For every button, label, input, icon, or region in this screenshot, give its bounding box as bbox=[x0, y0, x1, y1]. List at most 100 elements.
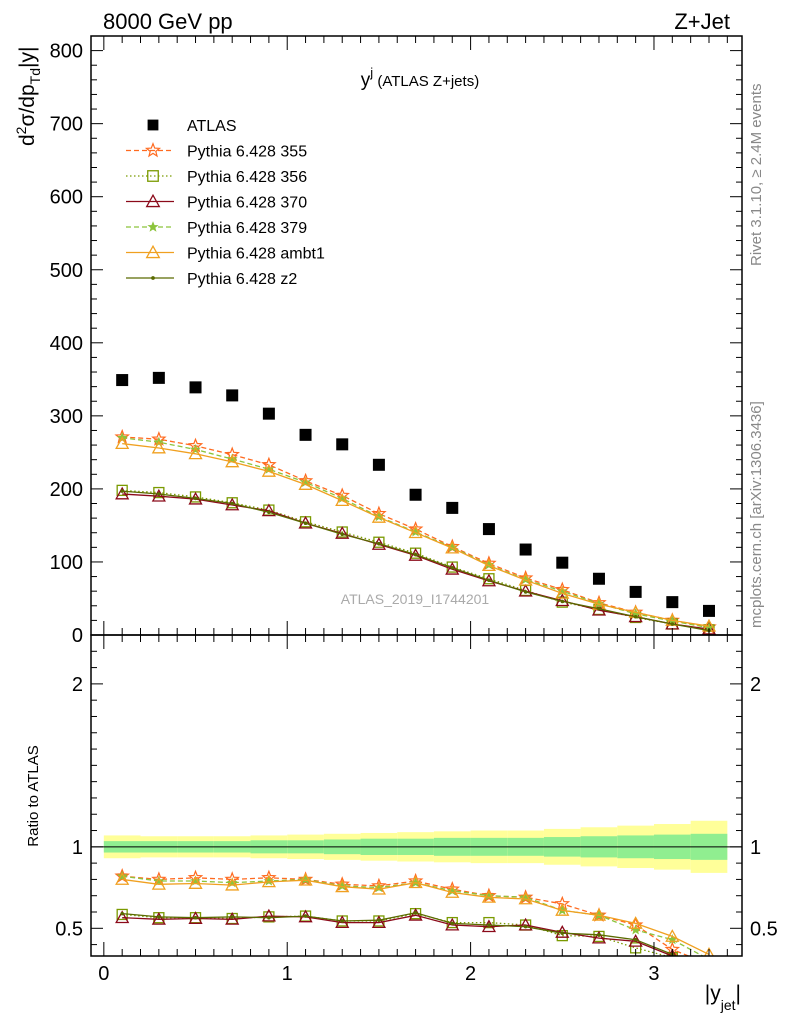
ratio-point-pythia-6-428-ambt1 bbox=[298, 872, 313, 886]
ratio-point-pythia-6-428-ambt1 bbox=[518, 891, 533, 905]
main-ytick-label: 700 bbox=[50, 114, 83, 136]
legend-entry-pythia-6-428-356: Pythia 6.428 356 bbox=[126, 169, 307, 186]
main-line-pythia-6-428-ambt1 bbox=[122, 442, 710, 627]
ratio-point-pythia-6-428-355 bbox=[708, 955, 710, 956]
main-point-pythia-6-428-z2 bbox=[450, 565, 455, 570]
main-ytick-label: 100 bbox=[50, 552, 83, 574]
ratio-point-pythia-6-428-355 bbox=[591, 907, 607, 922]
ratio-point-pythia-6-428-370 bbox=[518, 917, 533, 931]
main-ytick-label: 300 bbox=[50, 406, 83, 428]
main-point-pythia-6-428-ambt1 bbox=[261, 464, 276, 477]
x-tick-label: 1 bbox=[282, 963, 293, 985]
ratio-point-pythia-6-428-379 bbox=[263, 875, 275, 886]
ratio-point-pythia-6-428-z2 bbox=[450, 921, 455, 926]
main-point-pythia-6-428-370 bbox=[481, 573, 497, 587]
main-point-atlas bbox=[116, 374, 129, 387]
ratio-point-pythia-6-428-z2 bbox=[487, 923, 491, 927]
ratio-point-pythia-6-428-ambt1 bbox=[591, 907, 607, 921]
ratio-point-pythia-6-428-ambt1 bbox=[225, 877, 240, 891]
main-point-pythia-6-428-356 bbox=[116, 484, 128, 497]
analysis-watermark: ATLAS_2019_I1744201 bbox=[341, 591, 490, 607]
ylabel-sup: 2 bbox=[13, 126, 29, 134]
main-point-atlas bbox=[336, 438, 349, 451]
main-ytick-label: 800 bbox=[50, 41, 83, 63]
ratio-point-pythia-6-428-370 bbox=[225, 911, 240, 925]
ratio-point-pythia-6-428-ambt1 bbox=[555, 903, 570, 916]
main-point-pythia-6-428-z2 bbox=[487, 578, 491, 583]
ratio-point-pythia-6-428-ambt1 bbox=[704, 947, 714, 956]
xlabel-end: | bbox=[736, 982, 741, 1005]
ratio-point-pythia-6-428-ambt1 bbox=[665, 929, 680, 942]
ratio-point-pythia-6-428-379 bbox=[336, 880, 348, 891]
legend-entry-atlas: ATLAS bbox=[147, 118, 237, 135]
ratio-point-pythia-6-428-ambt1 bbox=[371, 881, 387, 895]
main-point-pythia-6-428-z2 bbox=[670, 622, 675, 626]
legend-marker bbox=[147, 119, 159, 131]
ratio-line-pythia-6-428-370 bbox=[122, 914, 675, 956]
ratio-point-pythia-6-428-z2 bbox=[157, 915, 161, 919]
main-ytick-label: 200 bbox=[50, 479, 83, 501]
ratio-ytick-label-right: 1 bbox=[750, 837, 761, 859]
main-title-suffix: (ATLAS Z+jets) bbox=[373, 73, 479, 90]
ratio-point-pythia-6-428-z2 bbox=[413, 911, 418, 915]
main-point-pythia-6-428-ambt1 bbox=[445, 540, 460, 554]
ratio-plot-layer bbox=[91, 820, 742, 956]
ratio-point-pythia-6-428-z2 bbox=[597, 933, 601, 937]
main-point-atlas bbox=[592, 572, 605, 585]
legend-entry-pythia-6-428-379: Pythia 6.428 379 bbox=[126, 220, 307, 237]
ratio-frame bbox=[90, 634, 743, 957]
main-point-atlas bbox=[409, 488, 422, 501]
main-point-pythia-6-428-ambt1 bbox=[481, 558, 497, 572]
ratio-point-pythia-6-428-370 bbox=[555, 925, 570, 938]
ratio-ytick-label: 0.5 bbox=[55, 918, 83, 940]
ratio-point-pythia-6-428-370 bbox=[408, 907, 423, 921]
ratio-point-pythia-6-428-370 bbox=[115, 910, 130, 924]
ratio-line-pythia-6-428-379 bbox=[122, 875, 705, 956]
ratio-point-pythia-6-428-z2 bbox=[633, 937, 638, 942]
collision-label: 8000 GeV pp bbox=[103, 9, 233, 34]
ratio-line-pythia-6-428-ambt1 bbox=[122, 878, 710, 955]
main-point-pythia-6-428-379 bbox=[410, 526, 421, 537]
ratio-ytick-label: 1 bbox=[72, 837, 83, 859]
main-point-pythia-6-428-379 bbox=[226, 453, 238, 464]
legend-marker bbox=[147, 170, 159, 182]
ratio-point-pythia-6-428-z2 bbox=[303, 914, 308, 918]
main-ytick-label: 0 bbox=[72, 625, 83, 647]
main-title: yj (ATLAS Z+jets) bbox=[361, 65, 479, 91]
main-axis-layer: 0 100 200 300 400 500 600 700 800 bbox=[50, 35, 742, 647]
main-ytick-label: 600 bbox=[50, 187, 83, 209]
main-point-atlas bbox=[629, 585, 642, 598]
xlabel-base: |y bbox=[705, 982, 721, 1005]
main-point-pythia-6-428-z2 bbox=[120, 489, 124, 493]
main-point-pythia-6-428-z2 bbox=[560, 599, 565, 604]
main-point-atlas bbox=[226, 389, 239, 402]
main-point-atlas bbox=[189, 381, 202, 394]
ratio-point-pythia-6-428-379 bbox=[300, 873, 311, 885]
main-point-pythia-6-428-370 bbox=[371, 537, 387, 550]
main-point-pythia-6-428-z2 bbox=[267, 510, 271, 515]
ratio-point-pythia-6-428-370 bbox=[261, 908, 276, 922]
ratio-point-pythia-6-428-z2 bbox=[267, 915, 271, 920]
ylabel-d: d bbox=[16, 134, 39, 146]
main-point-pythia-6-428-379 bbox=[446, 541, 458, 552]
ratio-point-pythia-6-428-ambt1 bbox=[408, 875, 423, 889]
main-panel: 0 100 200 300 400 500 600 700 800 yj (ATLAS Z+je… bbox=[13, 35, 743, 647]
legend-label: Pythia 6.428 370 bbox=[187, 195, 307, 212]
main-point-pythia-6-428-z2 bbox=[230, 501, 235, 506]
legend-entry-pythia-6-428-z2: Pythia 6.428 z2 bbox=[126, 271, 297, 288]
main-point-pythia-6-428-370 bbox=[261, 503, 276, 517]
main-point-atlas bbox=[519, 543, 532, 556]
main-point-pythia-6-428-370 bbox=[408, 548, 423, 561]
legend-label: ATLAS bbox=[187, 118, 237, 135]
ratio-point-pythia-6-428-370 bbox=[591, 930, 607, 944]
ylabel-sub: Td bbox=[27, 68, 43, 84]
main-point-atlas bbox=[702, 604, 715, 617]
legend-label: Pythia 6.428 z2 bbox=[187, 271, 297, 288]
legend-marker bbox=[144, 142, 162, 158]
main-line-pythia-6-428-355 bbox=[122, 436, 710, 628]
xlabel-sub: jet bbox=[720, 997, 736, 1013]
main-point-pythia-6-428-z2 bbox=[523, 590, 528, 594]
ratio-point-pythia-6-428-z2 bbox=[230, 915, 235, 919]
main-ylabel: d2σ/dpTd|y| bbox=[13, 47, 43, 146]
legend-label: Pythia 6.428 379 bbox=[187, 220, 307, 237]
